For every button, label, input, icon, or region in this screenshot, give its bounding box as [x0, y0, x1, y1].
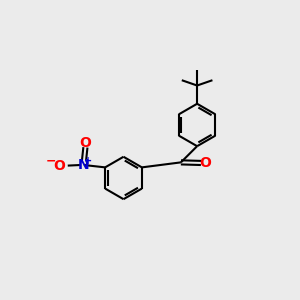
Text: N: N: [78, 158, 90, 172]
Text: −: −: [46, 155, 56, 168]
Text: O: O: [80, 136, 91, 150]
Text: O: O: [53, 159, 65, 172]
Text: +: +: [84, 156, 92, 166]
Text: O: O: [199, 156, 211, 170]
